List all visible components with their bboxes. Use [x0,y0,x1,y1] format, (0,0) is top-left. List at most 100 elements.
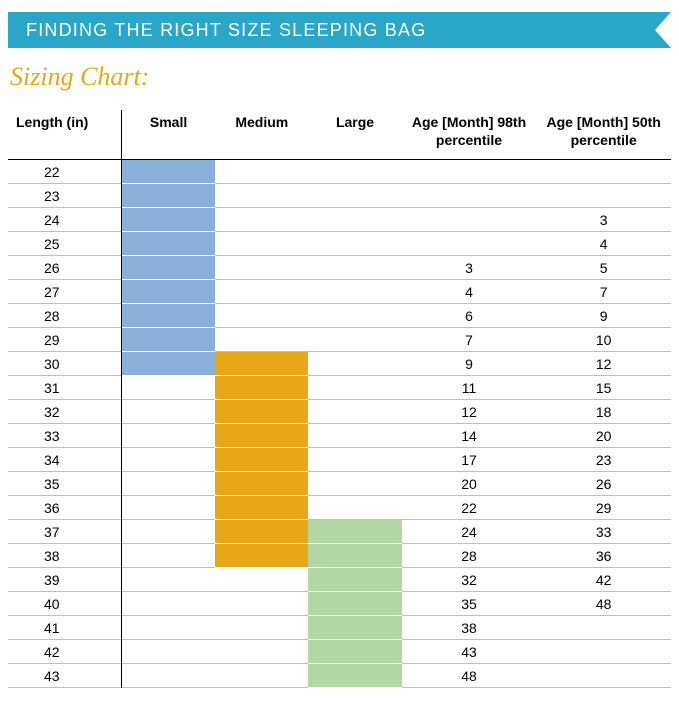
medium-cell [215,400,308,424]
large-cell [308,208,401,232]
length-cell: 27 [8,280,122,304]
table-row: 243 [8,208,671,232]
large-cell [308,352,401,376]
small-cell [122,400,215,424]
small-cell [122,424,215,448]
age98-cell [402,232,537,256]
age50-cell: 29 [536,496,671,520]
medium-cell [215,640,308,664]
small-cell [122,256,215,280]
length-cell: 26 [8,256,122,280]
table-row: 331420 [8,424,671,448]
age50-cell: 12 [536,352,671,376]
col-header-length: Length (in) [8,106,122,160]
large-cell [308,376,401,400]
large-cell [308,544,401,568]
small-cell [122,664,215,688]
table-row: 4138 [8,616,671,640]
large-cell [308,280,401,304]
table-row: 23 [8,184,671,208]
age50-cell: 4 [536,232,671,256]
table-row: 321218 [8,400,671,424]
small-cell [122,280,215,304]
age98-cell: 32 [402,568,537,592]
large-cell [308,640,401,664]
large-cell [308,160,401,184]
table-row: 372433 [8,520,671,544]
age98-cell: 9 [402,352,537,376]
table-row: 2747 [8,280,671,304]
length-cell: 29 [8,328,122,352]
table-row: 403548 [8,592,671,616]
age50-cell: 26 [536,472,671,496]
col-header-age50: Age [Month] 50th percentile [536,106,671,160]
age50-cell: 9 [536,304,671,328]
age50-cell: 36 [536,544,671,568]
col-header-age98: Age [Month] 98th percentile [402,106,537,160]
small-cell [122,160,215,184]
large-cell [308,328,401,352]
table-row: 254 [8,232,671,256]
large-cell [308,304,401,328]
medium-cell [215,496,308,520]
table-row: 30912 [8,352,671,376]
large-cell [308,568,401,592]
small-cell [122,592,215,616]
medium-cell [215,616,308,640]
age98-cell: 20 [402,472,537,496]
large-cell [308,184,401,208]
age98-cell: 28 [402,544,537,568]
table-row: 22 [8,160,671,184]
age50-cell: 18 [536,400,671,424]
age98-cell: 11 [402,376,537,400]
medium-cell [215,208,308,232]
medium-cell [215,160,308,184]
large-cell [308,400,401,424]
small-cell [122,496,215,520]
medium-cell [215,592,308,616]
medium-cell [215,664,308,688]
age98-cell: 4 [402,280,537,304]
age98-cell: 7 [402,328,537,352]
length-cell: 22 [8,160,122,184]
age50-cell [536,184,671,208]
table-row: 26 35 [8,256,671,280]
small-cell [122,472,215,496]
length-cell: 31 [8,376,122,400]
banner-text: FINDING THE RIGHT SIZE SLEEPING BAG [8,12,641,48]
small-cell [122,616,215,640]
age50-cell: 15 [536,376,671,400]
title-banner: FINDING THE RIGHT SIZE SLEEPING BAG [8,12,671,48]
age98-cell [402,160,537,184]
age98-cell: 24 [402,520,537,544]
length-cell: 40 [8,592,122,616]
age98-cell [402,184,537,208]
table-header-row: Length (in) Small Medium Large Age [Mont… [8,106,671,160]
length-cell: 23 [8,184,122,208]
small-cell [122,304,215,328]
age50-cell: 23 [536,448,671,472]
subtitle-text: Sizing Chart: [10,62,671,92]
medium-cell [215,328,308,352]
medium-cell [215,280,308,304]
table-row: 29710 [8,328,671,352]
length-cell: 36 [8,496,122,520]
large-cell [308,448,401,472]
small-cell [122,208,215,232]
medium-cell [215,352,308,376]
length-cell: 28 [8,304,122,328]
medium-cell [215,184,308,208]
age98-cell: 3 [402,256,537,280]
length-cell: 34 [8,448,122,472]
age98-cell: 6 [402,304,537,328]
age50-cell: 5 [536,256,671,280]
large-cell [308,616,401,640]
age98-cell: 38 [402,616,537,640]
large-cell [308,256,401,280]
medium-cell [215,232,308,256]
length-cell: 43 [8,664,122,688]
medium-cell [215,448,308,472]
age98-cell: 14 [402,424,537,448]
table-row: 352026 [8,472,671,496]
age98-cell: 43 [402,640,537,664]
